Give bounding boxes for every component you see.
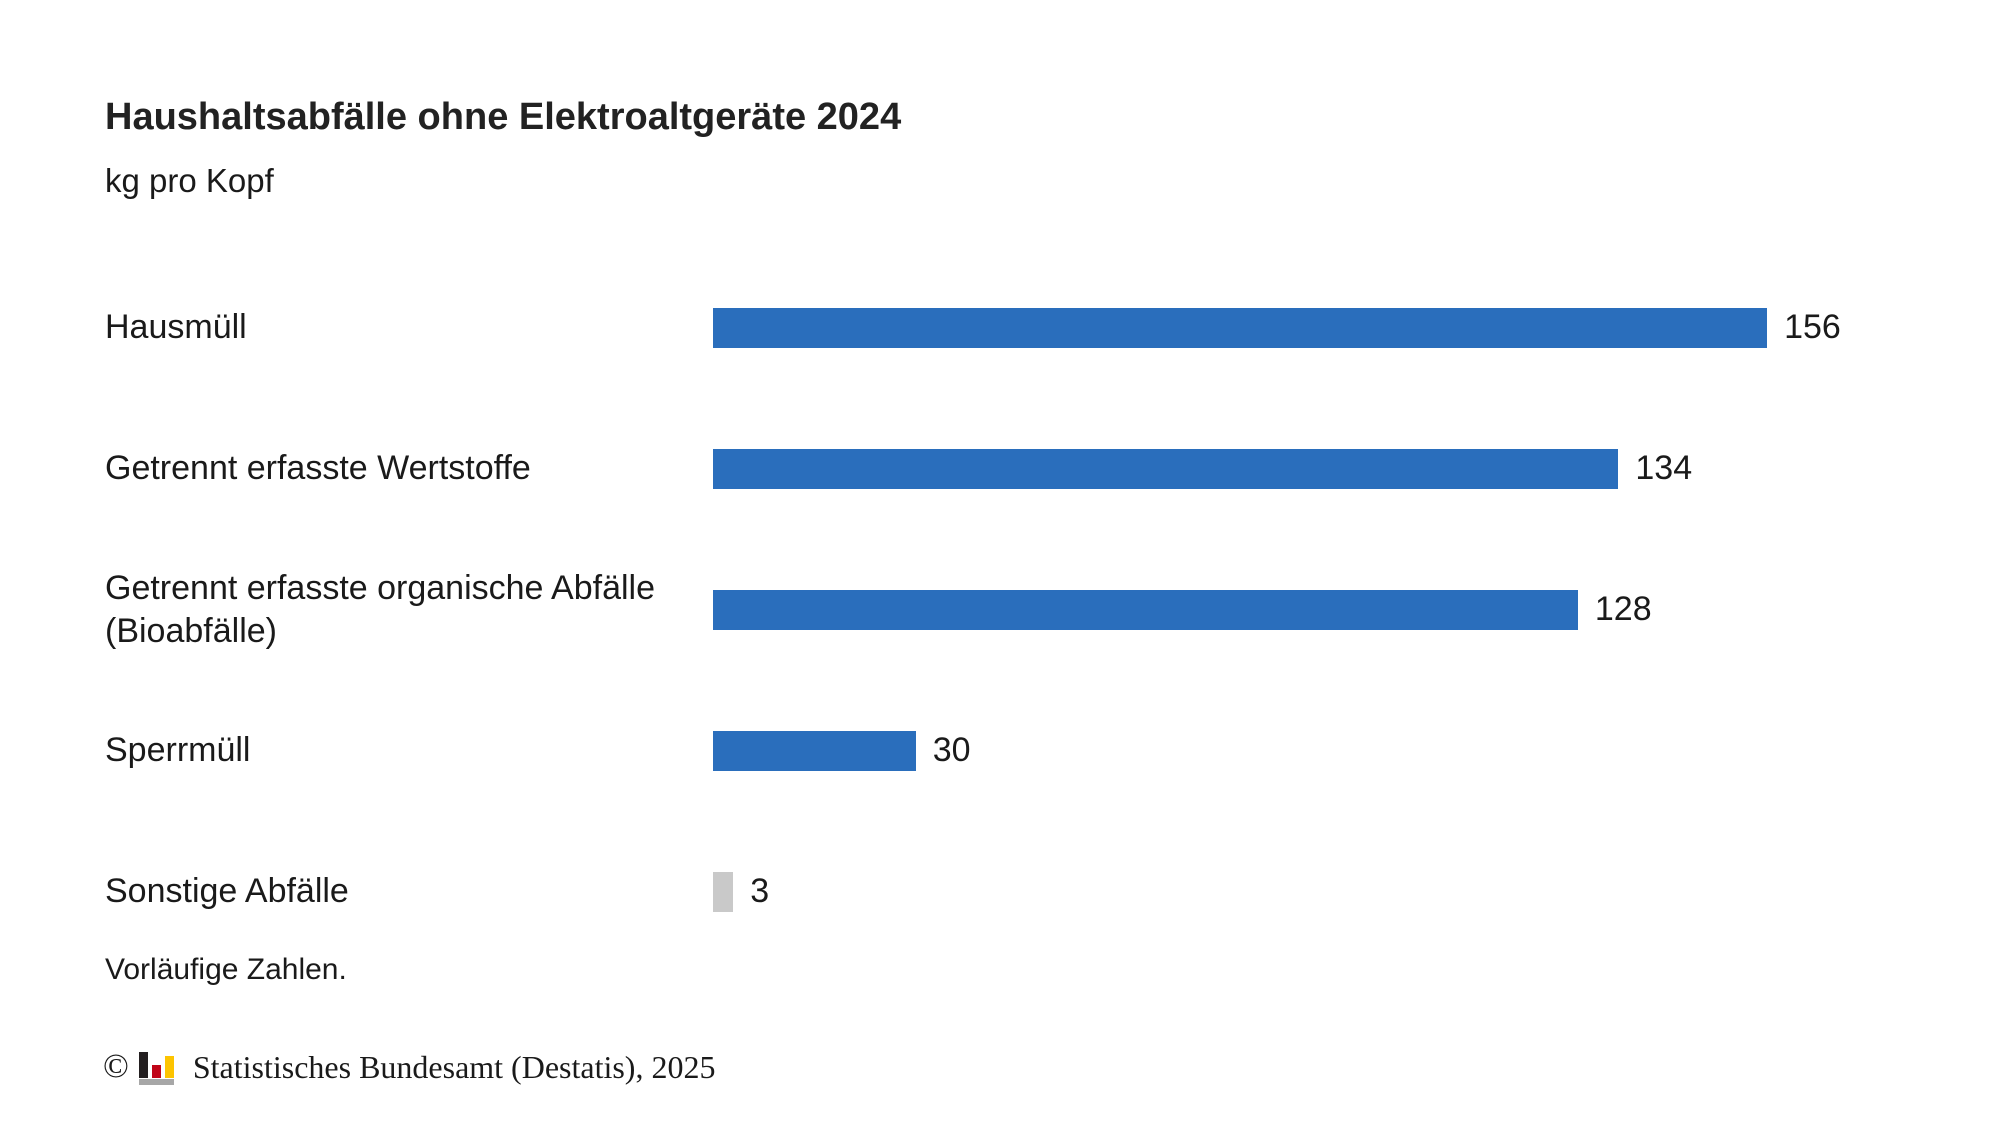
bar	[713, 730, 916, 771]
source-text: Statistisches Bundesamt (Destatis), 2025	[192, 1048, 716, 1085]
bar-area: 128	[713, 589, 2000, 630]
bar	[713, 871, 734, 912]
chart-row: Sperrmüll 30	[0, 680, 2000, 821]
category-label: Sperrmüll	[105, 731, 251, 770]
category-label: Hausmüll	[105, 308, 247, 347]
chart-unit-label: kg pro Kopf	[105, 162, 274, 199]
bar	[713, 589, 1578, 630]
chart-row: Getrennt erfasste organische Abfälle (Bi…	[0, 539, 2000, 680]
bar	[713, 307, 1768, 348]
bar	[713, 448, 1619, 489]
bar-area: 30	[713, 730, 2000, 771]
logo-bar-black	[138, 1052, 148, 1078]
bar-value-label: 3	[750, 872, 770, 910]
bar-chart: Hausmüll 156 Getrennt erfasste Wertstoffe 1…	[0, 257, 2000, 962]
source-line: © Statistisches Bundesamt (Destatis), 20…	[103, 1048, 715, 1086]
category-label: Sonstige Abfälle	[105, 872, 349, 911]
logo-baseline	[138, 1079, 174, 1085]
category-label: Getrennt erfasste Wertstoffe	[105, 449, 531, 488]
copyright-icon: ©	[103, 1048, 129, 1085]
bar-area: 3	[713, 871, 2000, 912]
bar-area: 134	[713, 448, 2000, 489]
bar-value-label: 134	[1635, 449, 1693, 487]
destatis-logo-icon	[138, 1049, 181, 1085]
logo-bar-yellow	[164, 1056, 174, 1078]
bar-value-label: 156	[1784, 308, 1841, 346]
bar-value-label: 128	[1594, 590, 1652, 628]
logo-bar-red	[151, 1065, 161, 1078]
chart-row: Hausmüll 156	[0, 257, 2000, 398]
category-label: Getrennt erfasste organische Abfälle (Bi…	[105, 569, 655, 650]
chart-footnote: Vorläufige Zahlen.	[105, 953, 347, 986]
bar-area: 156	[713, 307, 2000, 348]
chart-row: Getrennt erfasste Wertstoffe 134	[0, 398, 2000, 539]
chart-row: Sonstige Abfälle 3	[0, 821, 2000, 962]
bar-value-label: 30	[932, 731, 971, 769]
chart-title: Haushaltsabfälle ohne Elektroaltgeräte 2…	[105, 96, 902, 138]
